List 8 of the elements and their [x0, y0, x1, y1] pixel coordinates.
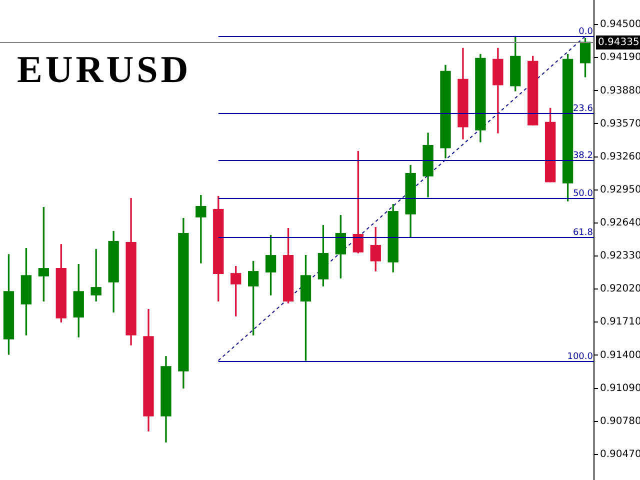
annotation: 0.0	[578, 27, 594, 37]
text: EURUSD	[17, 49, 192, 91]
annotation: 61.8	[572, 228, 594, 238]
annotation: 38.2	[572, 151, 593, 161]
annotation: 23.6	[572, 104, 594, 114]
annotation: 50.0	[572, 189, 594, 199]
annotation: 100.0	[567, 352, 594, 362]
ref-line-label: 0.94335	[598, 37, 640, 48]
